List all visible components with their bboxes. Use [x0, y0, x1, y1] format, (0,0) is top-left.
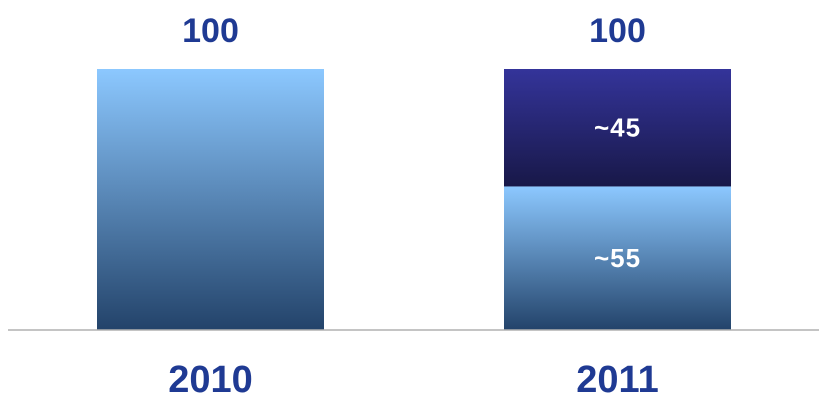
bar-2011-series-2 — [504, 69, 731, 187]
category-label-2010: 2010 — [168, 359, 253, 395]
bars-group — [97, 69, 731, 330]
category-label-2011: 2011 — [576, 359, 658, 395]
bar-2010-series-1 — [97, 69, 324, 330]
total-label-2010: 100 — [182, 12, 239, 50]
labels-group: 100 2010 ~55 ~45 100 2011 — [168, 12, 659, 395]
segment-label-2011-series-2: ~45 — [594, 113, 641, 143]
bar-2011-series-1 — [504, 186, 731, 330]
total-label-2011: 100 — [589, 12, 646, 50]
segment-label-2011-series-1: ~55 — [594, 243, 641, 273]
